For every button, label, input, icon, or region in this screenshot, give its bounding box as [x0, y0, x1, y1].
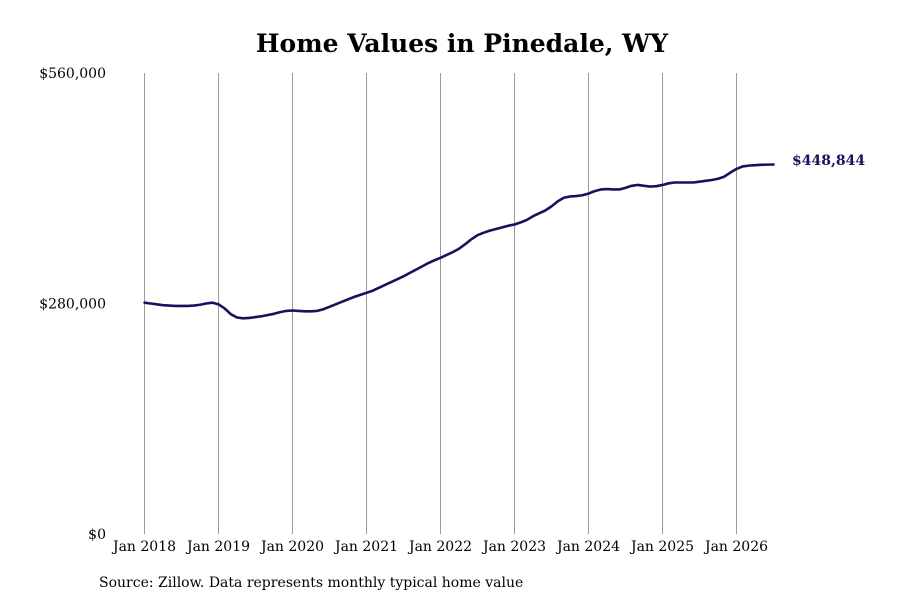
chart-title: Home Values in Pinedale, WY: [256, 29, 669, 58]
series-layer: [143, 163, 775, 320]
x-tick-label-0: Jan 2018: [111, 539, 176, 555]
x-tick-label-1: Jan 2019: [185, 539, 250, 555]
x-tick-label-7: Jan 2025: [629, 539, 694, 555]
series-line-0: [143, 163, 775, 320]
x-tick-label-6: Jan 2024: [555, 539, 620, 555]
x-tick-label-5: Jan 2023: [481, 539, 546, 555]
y-tick-label-0: $0: [88, 527, 106, 543]
x-tick-label-2: Jan 2020: [259, 539, 324, 555]
gridlines: [144, 73, 737, 534]
y-tick-label-2: $560,000: [39, 66, 106, 82]
end-value-label: $448,844: [792, 153, 865, 169]
y-axis-ticks: $0 $280,000 $560,000: [39, 66, 106, 543]
x-tick-label-8: Jan 2026: [703, 539, 768, 555]
source-note: Source: Zillow. Data represents monthly …: [99, 575, 523, 591]
x-tick-label-4: Jan 2022: [407, 539, 472, 555]
x-axis-ticks: Jan 2018 Jan 2019 Jan 2020 Jan 2021 Jan 2022…: [111, 539, 768, 555]
y-tick-label-1: $280,000: [39, 297, 106, 313]
x-tick-label-3: Jan 2021: [333, 539, 398, 555]
